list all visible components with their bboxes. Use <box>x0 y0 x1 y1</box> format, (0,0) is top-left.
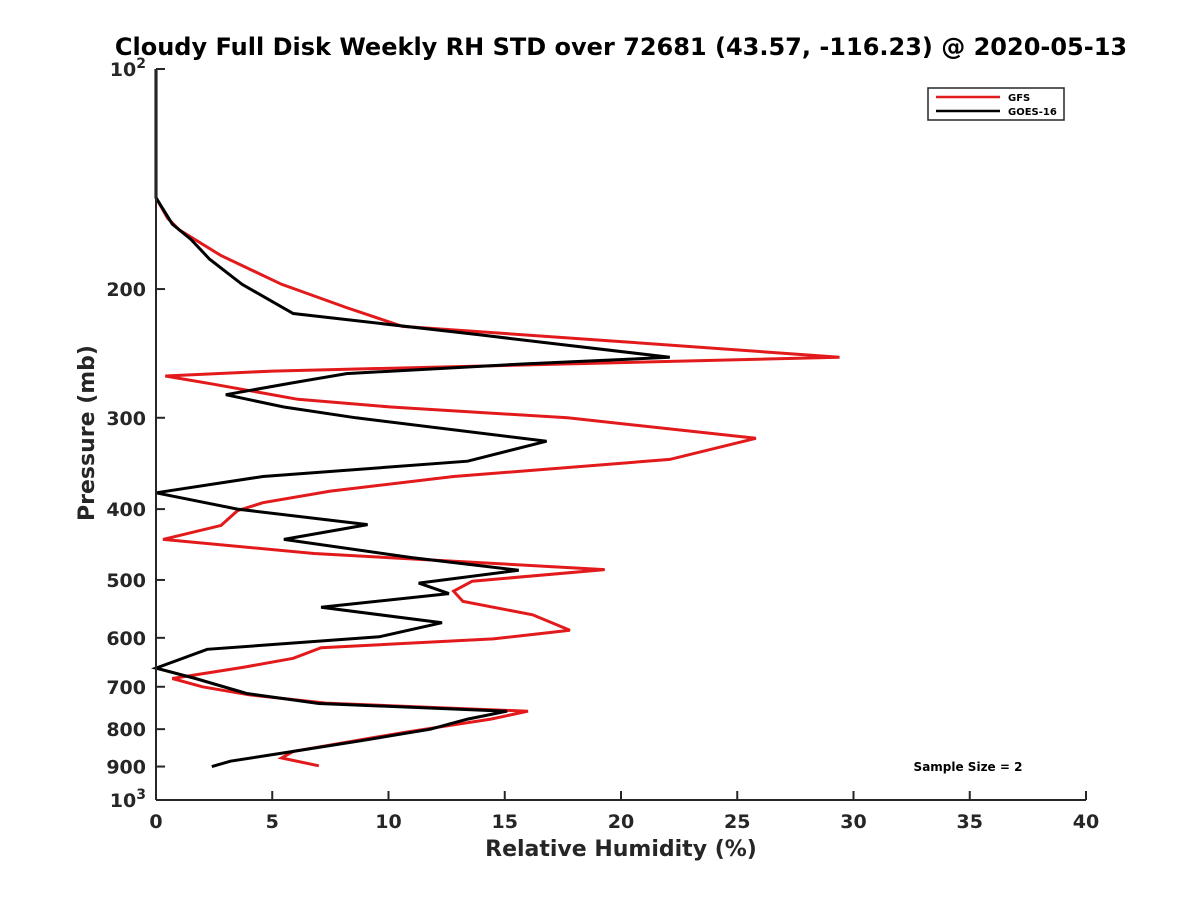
chart-title: Cloudy Full Disk Weekly RH STD over 7268… <box>115 33 1127 61</box>
x-tick-label: 5 <box>266 811 279 833</box>
y-tick-label: 400 <box>106 499 146 521</box>
x-tick-label: 35 <box>957 811 983 833</box>
x-tick-label: 15 <box>492 811 518 833</box>
y-tick-label: 900 <box>106 757 146 779</box>
x-tick-label: 20 <box>608 811 634 833</box>
x-tick-label: 25 <box>724 811 750 833</box>
x-tick-label: 10 <box>375 811 401 833</box>
legend: GFS GOES-16 <box>927 87 1065 121</box>
y-axis-label: Pressure (mb) <box>75 345 100 521</box>
x-ticks: 0 5 10 15 20 25 30 35 40 <box>149 791 1099 833</box>
legend-box <box>927 87 1065 121</box>
y-tick-label: 800 <box>106 719 146 741</box>
x-tick-label: 0 <box>149 811 162 833</box>
y-tick-label: 102 <box>110 56 146 81</box>
legend-label-goes16: GOES-16 <box>1008 107 1057 118</box>
x-tick-label: 30 <box>840 811 866 833</box>
y-tick-label: 300 <box>106 408 146 430</box>
plot-area: 0 5 10 15 20 25 30 35 40 102 200 300 400 500 600 700 80… <box>106 56 1099 833</box>
y-tick-label: 600 <box>106 628 146 650</box>
x-axis-label: Relative Humidity (%) <box>485 837 757 862</box>
legend-label-gfs: GFS <box>1008 93 1030 104</box>
x-tick-label: 40 <box>1073 811 1099 833</box>
y-tick-label: 200 <box>106 279 146 301</box>
y-tick-label: 500 <box>106 570 146 592</box>
y-ticks: 102 200 300 400 500 600 700 800 900 103 <box>106 56 165 812</box>
y-tick-label: 700 <box>106 677 146 699</box>
y-tick-label: 103 <box>110 787 146 812</box>
sample-size-annotation: Sample Size = 2 <box>914 760 1023 774</box>
series-layer <box>151 68 840 769</box>
